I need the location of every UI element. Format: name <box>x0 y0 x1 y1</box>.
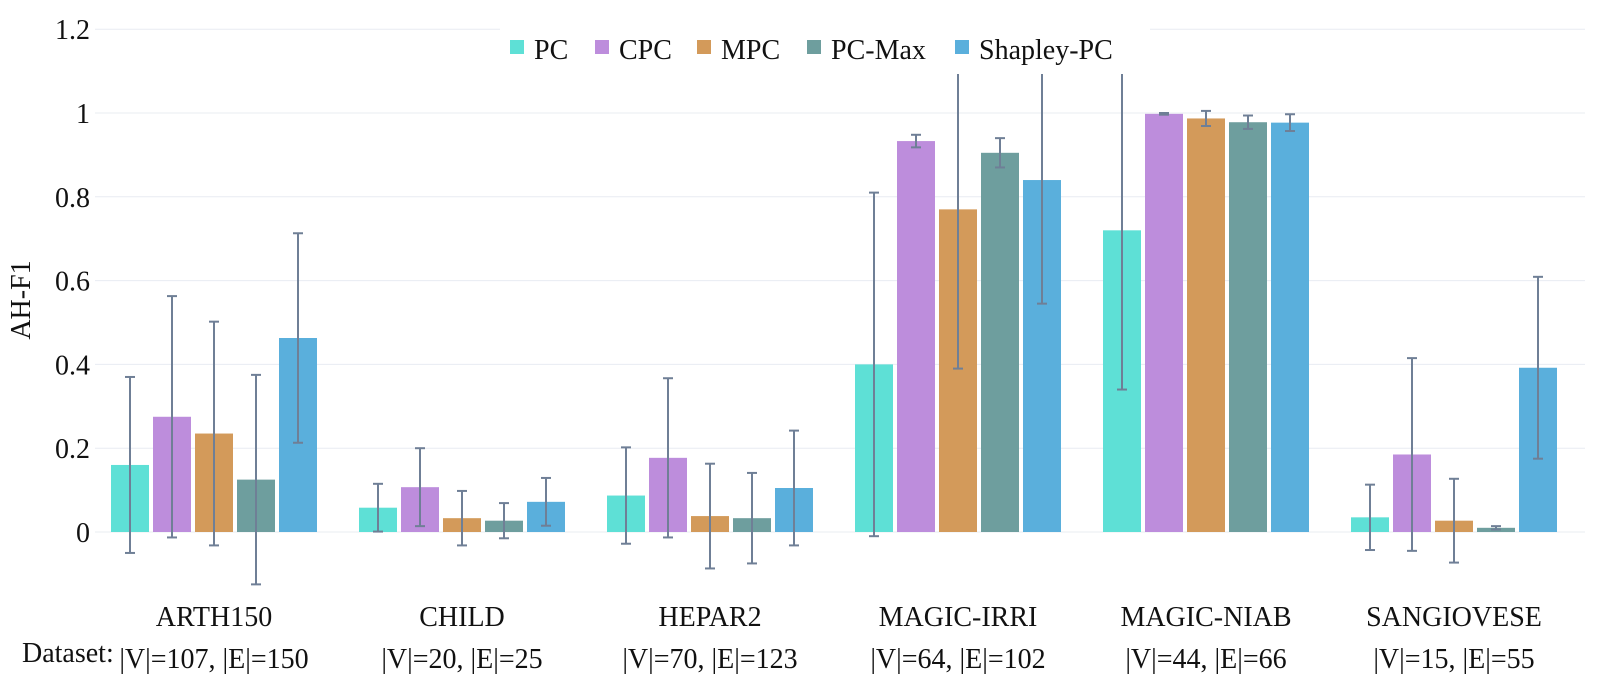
error-bar <box>1159 112 1169 116</box>
error-bar <box>209 320 219 547</box>
error-bar <box>1243 114 1253 130</box>
legend-label: Shapley-PC <box>979 35 1113 66</box>
gridlines <box>95 28 1585 533</box>
category-label: SANGIOVESE <box>1366 602 1542 633</box>
category-sublabel: |V|=107, |E|=150 <box>119 644 308 675</box>
category-label: CHILD <box>419 602 505 633</box>
x-axis-title: Dataset: <box>22 638 114 669</box>
y-axis-ticks: 0 0.2 0.4 0.6 0.8 1 1.2 <box>55 15 90 549</box>
error-bars <box>125 49 1543 586</box>
error-bar <box>1449 477 1459 564</box>
bars <box>111 113 1557 533</box>
category-sublabel: |V|=44, |E|=66 <box>1125 644 1286 675</box>
category-sublabel: |V|=20, |E|=25 <box>381 644 542 675</box>
error-bar <box>789 429 799 547</box>
bar-cpc-magic-irri <box>897 141 935 532</box>
category-label: ARTH150 <box>156 602 273 633</box>
error-bar <box>911 133 921 149</box>
error-bar <box>373 482 383 533</box>
legend-swatch <box>697 40 711 54</box>
error-bar <box>621 446 631 545</box>
error-bar <box>457 489 467 547</box>
legend-label: CPC <box>619 35 672 66</box>
error-bar <box>125 375 135 554</box>
error-bar <box>1533 275 1543 460</box>
error-bar <box>1365 483 1375 552</box>
error-bar <box>499 502 509 540</box>
category-sublabel: |V|=15, |E|=55 <box>1373 644 1534 675</box>
error-bar <box>1407 357 1417 552</box>
y-tick-label: 0.8 <box>55 183 90 214</box>
error-bar <box>251 373 261 586</box>
legend-swatch <box>955 40 969 54</box>
error-bar <box>415 447 425 528</box>
error-bar <box>541 476 551 527</box>
error-bar <box>167 295 177 539</box>
x-axis-labels: ARTH150 |V|=107, |E|=150 CHILD |V|=20, |E|=… <box>119 602 1542 675</box>
error-bar <box>705 462 715 570</box>
category-sublabel: |V|=70, |E|=123 <box>622 644 797 675</box>
y-tick-label: 0.6 <box>55 267 90 298</box>
legend-swatch <box>595 40 609 54</box>
error-bar <box>293 232 303 444</box>
y-tick-label: 0.2 <box>55 434 90 465</box>
legend-label: PC <box>534 35 568 66</box>
error-bar <box>1285 113 1295 133</box>
y-tick-label: 1 <box>76 99 90 130</box>
legend: PC CPC MPC PC-Max Shapley-PC <box>500 22 1150 74</box>
legend-label: MPC <box>721 35 780 66</box>
bar-shapley-pc-magic-niab <box>1271 122 1309 533</box>
category-sublabel: |V|=64, |E|=102 <box>870 644 1045 675</box>
bar-pc-max-magic-irri <box>981 152 1019 532</box>
category-label: HEPAR2 <box>658 602 761 633</box>
error-bar <box>747 471 757 565</box>
bar-cpc-magic-niab <box>1145 113 1183 532</box>
legend-swatch <box>510 40 524 54</box>
category-label: MAGIC-NIAB <box>1120 602 1291 633</box>
y-tick-label: 1.2 <box>55 15 90 46</box>
bar-pc-max-magic-niab <box>1229 122 1267 532</box>
y-tick-label: 0 <box>76 518 90 549</box>
legend-swatch <box>807 40 821 54</box>
y-axis-title: AH-F1 <box>6 260 37 339</box>
error-bar <box>869 191 879 538</box>
error-bar <box>995 137 1005 169</box>
error-bar <box>1491 525 1501 531</box>
bar-mpc-magic-niab <box>1187 118 1225 533</box>
category-label: MAGIC-IRRI <box>879 602 1038 633</box>
error-bar <box>663 377 673 539</box>
error-bar <box>1201 109 1211 127</box>
legend-label: PC-Max <box>831 35 926 66</box>
y-tick-label: 0.4 <box>55 350 90 381</box>
